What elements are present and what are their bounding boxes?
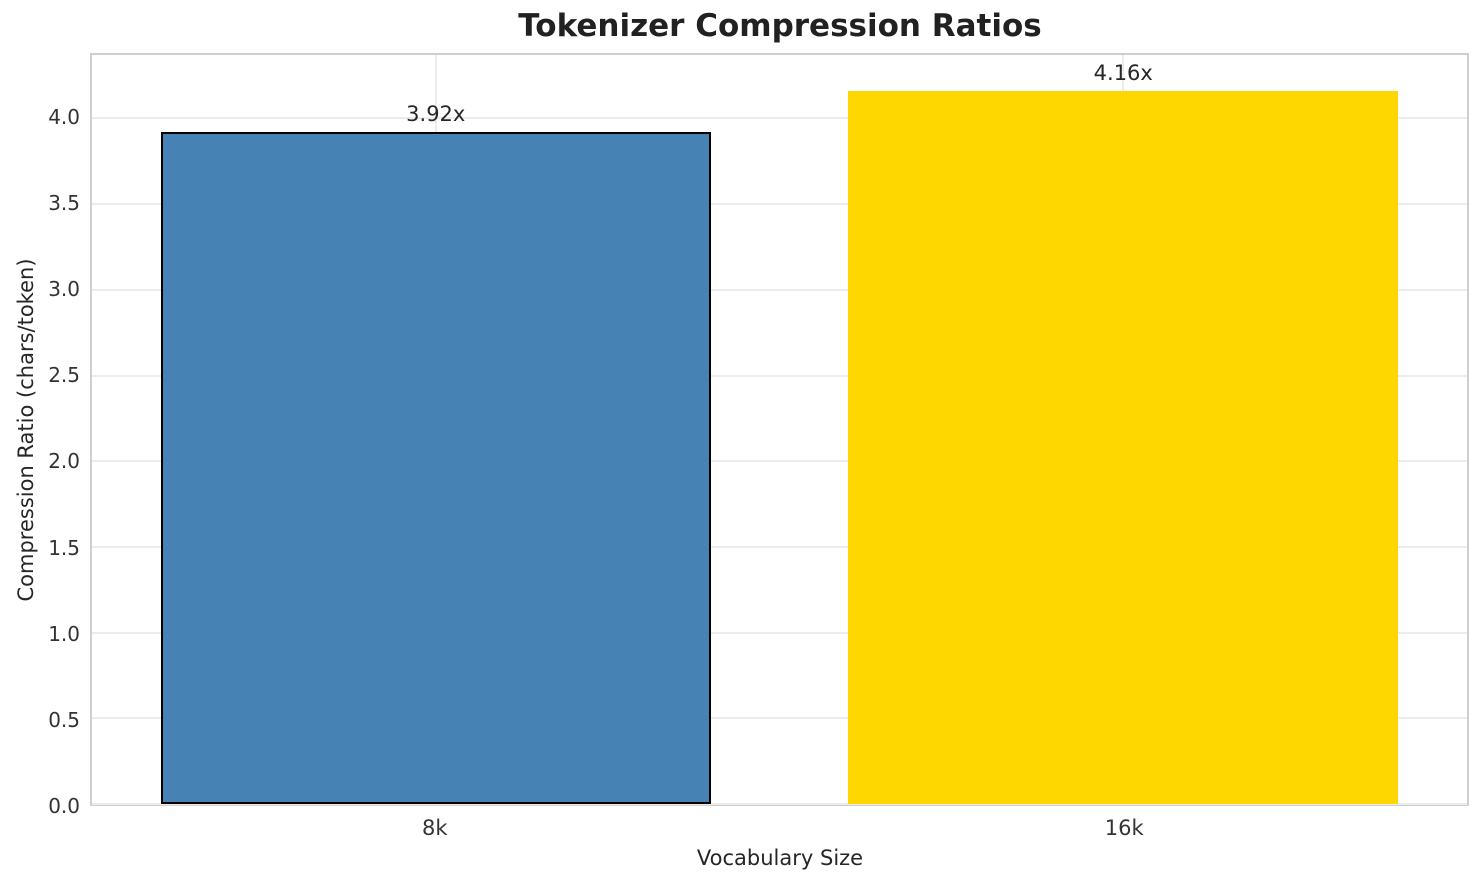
- y-axis-label: Compression Ratio (chars/token): [14, 258, 38, 602]
- y-tick-label: 4.0: [48, 104, 80, 129]
- y-axis-ticks: 0.0 0.5 1.0 1.5 2.0 2.5 3.0 3.5 4.0: [0, 53, 80, 818]
- y-tick-label: 1.5: [48, 535, 80, 560]
- bar-8k: [160, 132, 711, 804]
- bar-16k: [848, 91, 1399, 804]
- y-tick-label: 1.0: [48, 621, 80, 646]
- gridline-horizontal: [92, 631, 1467, 634]
- gridline-horizontal: [92, 203, 1467, 206]
- bar-value-label: 3.92x: [406, 102, 466, 127]
- y-tick-label: 2.0: [48, 449, 80, 474]
- gridline-horizontal: [92, 374, 1467, 377]
- gridline-horizontal: [92, 460, 1467, 463]
- y-tick-label: 3.0: [48, 277, 80, 302]
- chart-title: Tokenizer Compression Ratios: [518, 8, 1042, 44]
- x-tick-label: 16k: [1104, 816, 1144, 840]
- y-tick-label: 0.5: [48, 707, 80, 732]
- x-tick-label: 8k: [421, 816, 448, 840]
- bar-value-label: 4.16x: [1093, 61, 1153, 85]
- y-tick-label: 0.0: [48, 794, 80, 818]
- gridline-horizontal: [92, 545, 1467, 548]
- gridline-horizontal: [92, 803, 1467, 805]
- y-tick-label: 3.5: [48, 190, 80, 215]
- plot-area: 3.92x 4.16x: [90, 53, 1469, 806]
- y-tick-label: 2.5: [48, 363, 80, 388]
- gridline-horizontal: [92, 717, 1467, 720]
- gridline-horizontal: [92, 288, 1467, 291]
- x-axis-ticks: 8k 16k: [90, 816, 1469, 844]
- x-axis-label: Vocabulary Size: [696, 846, 864, 870]
- gridline-horizontal: [92, 117, 1467, 120]
